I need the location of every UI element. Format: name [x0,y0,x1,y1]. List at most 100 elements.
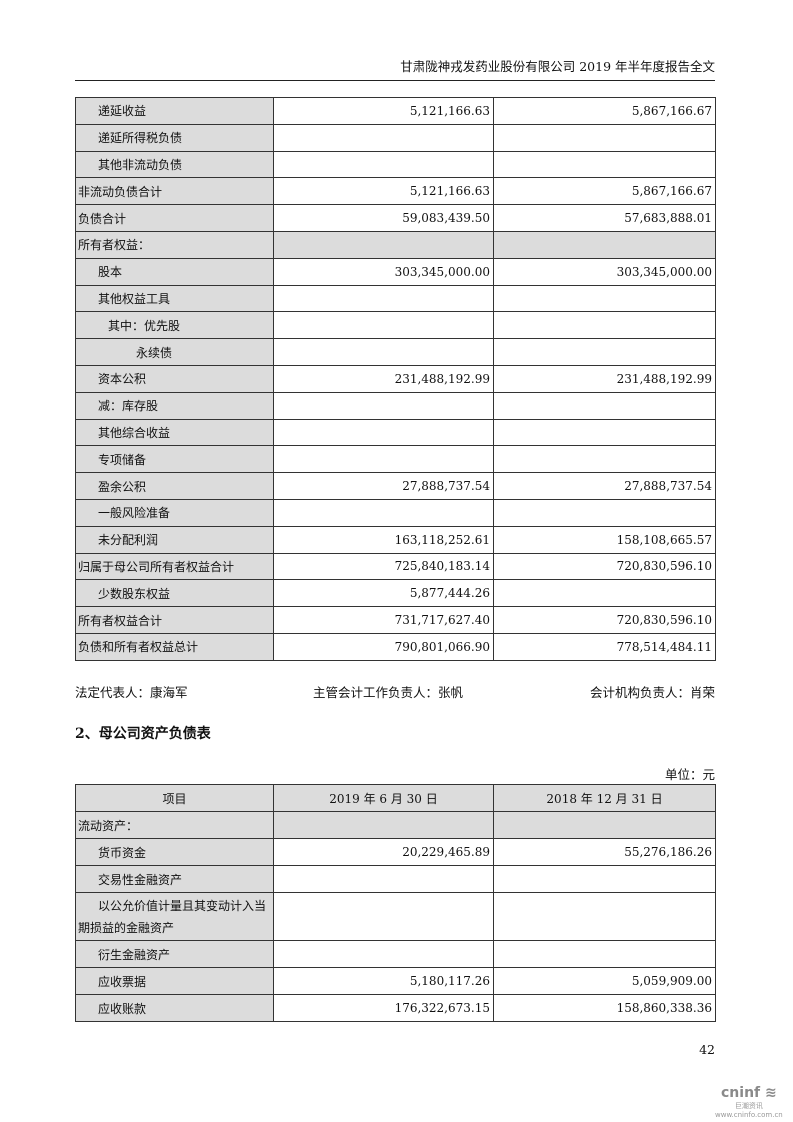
table-row: 负债和所有者权益总计 790,801,066.90 778,514,484.11 [75,632,716,661]
value-prior-period [493,391,716,420]
value-prior-period [493,811,716,839]
value-prior-period: 5,059,909.00 [493,967,716,995]
value-current-period: 231,488,192.99 [273,364,494,393]
table-row: 专项储备 [75,445,716,474]
table-row: 减：库存股 [75,391,716,420]
row-label: 递延所得税负债 [75,123,274,152]
row-label: 资本公积 [75,364,274,393]
value-prior-period [493,418,716,447]
row-label: 流动资产： [75,811,274,839]
value-current-period [273,150,494,179]
value-current-period [273,418,494,447]
value-current-period: 27,888,737.54 [273,472,494,500]
value-current-period: 725,840,183.14 [273,552,494,581]
row-label: 其他综合收益 [75,418,274,447]
row-label: 其中：优先股 [75,311,274,340]
row-label: 永续债 [75,338,274,366]
value-current-period: 163,118,252.61 [273,525,494,554]
table-row: 所有者权益： [75,230,716,259]
table-row: 少数股东权益 5,877,444.26 [75,579,716,608]
value-current-period [273,284,494,313]
value-prior-period [493,892,716,941]
row-label: 减：库存股 [75,391,274,420]
table-row: 一般风险准备 [75,498,716,527]
table-row: 盈余公积 27,888,737.54 27,888,737.54 [75,472,716,500]
table-row: 货币资金 20,229,465.89 55,276,186.26 [75,838,716,866]
row-label: 专项储备 [75,445,274,474]
row-label: 应收票据 [75,967,274,995]
table-row: 流动资产： [75,811,716,839]
value-current-period [273,445,494,474]
row-label: 归属于母公司所有者权益合计 [75,552,274,581]
row-label: 一般风险准备 [75,498,274,527]
value-current-period [273,338,494,366]
page-number: 42 [699,1042,715,1057]
value-current-period: 5,180,117.26 [273,967,494,995]
table-header-row: 项目 2019 年 6 月 30 日 2018 年 12 月 31 日 [75,784,716,812]
value-prior-period [493,150,716,179]
value-prior-period [493,445,716,474]
row-label: 少数股东权益 [75,579,274,608]
value-current-period [273,123,494,152]
table-row: 以公允价值计量且其变动计入当期损益的金融资产 [75,892,716,941]
value-current-period [273,940,494,968]
table-row: 资本公积 231,488,192.99 231,488,192.99 [75,364,716,393]
value-current-period [273,311,494,340]
value-prior-period [493,338,716,366]
value-current-period [273,811,494,839]
value-current-period: 303,345,000.00 [273,257,494,286]
value-current-period: 5,877,444.26 [273,579,494,608]
table-row: 衍生金融资产 [75,940,716,968]
row-label: 货币资金 [75,838,274,866]
header-period-prior: 2018 年 12 月 31 日 [493,784,716,812]
value-current-period [273,498,494,527]
value-current-period [273,892,494,941]
value-current-period: 59,083,439.50 [273,204,494,232]
value-prior-period: 158,108,665.57 [493,525,716,554]
value-prior-period: 55,276,186.26 [493,838,716,866]
value-current-period: 176,322,673.15 [273,994,494,1022]
unit-label: 单位：元 [664,767,715,782]
row-label: 递延收益 [75,97,274,125]
table-row: 非流动负债合计 5,121,166.63 5,867,166.67 [75,177,716,206]
row-label: 以公允价值计量且其变动计入当期损益的金融资产 [75,892,274,941]
value-prior-period: 231,488,192.99 [493,364,716,393]
table-row: 其他综合收益 [75,418,716,447]
value-prior-period: 720,830,596.10 [493,552,716,581]
value-prior-period: 303,345,000.00 [493,257,716,286]
value-prior-period: 5,867,166.67 [493,177,716,206]
consolidated-balance-sheet-table: 递延收益 5,121,166.63 5,867,166.67 递延所得税负债 其他非流动… [75,97,716,661]
table-row: 归属于母公司所有者权益合计 725,840,183.14 720,830,596.1… [75,552,716,581]
value-current-period [273,865,494,893]
row-label: 所有者权益合计 [75,606,274,634]
row-label: 非流动负债合计 [75,177,274,206]
row-label: 负债和所有者权益总计 [75,632,274,661]
row-label: 负债合计 [75,204,274,232]
table-row: 递延所得税负债 [75,123,716,152]
value-prior-period [493,498,716,527]
value-current-period: 790,801,066.90 [273,632,494,661]
table-row: 股本 303,345,000.00 303,345,000.00 [75,257,716,286]
value-prior-period [493,123,716,152]
value-prior-period [493,865,716,893]
header-period-current: 2019 年 6 月 30 日 [273,784,494,812]
value-prior-period: 778,514,484.11 [493,632,716,661]
table-row: 交易性金融资产 [75,865,716,893]
section-title: 2、母公司资产负债表 [75,726,211,742]
table-row: 负债合计 59,083,439.50 57,683,888.01 [75,204,716,232]
parent-balance-sheet-table: 项目 2019 年 6 月 30 日 2018 年 12 月 31 日 流动资产… [75,784,716,1022]
table-row: 永续债 [75,338,716,366]
value-current-period [273,391,494,420]
row-label: 未分配利润 [75,525,274,554]
value-prior-period [493,579,716,608]
table-row: 应收账款 176,322,673.15 158,860,338.36 [75,994,716,1022]
table-row: 其他权益工具 [75,284,716,313]
page-header: 甘肃陇神戎发药业股份有限公司 2019 年半年度报告全文 [75,56,715,81]
accounting-institution-head: 会计机构负责人：肖荣 [589,685,715,700]
legal-representative: 法定代表人：康海军 [75,685,188,700]
value-prior-period [493,230,716,259]
row-label: 其他权益工具 [75,284,274,313]
value-prior-period: 720,830,596.10 [493,606,716,634]
value-prior-period: 57,683,888.01 [493,204,716,232]
